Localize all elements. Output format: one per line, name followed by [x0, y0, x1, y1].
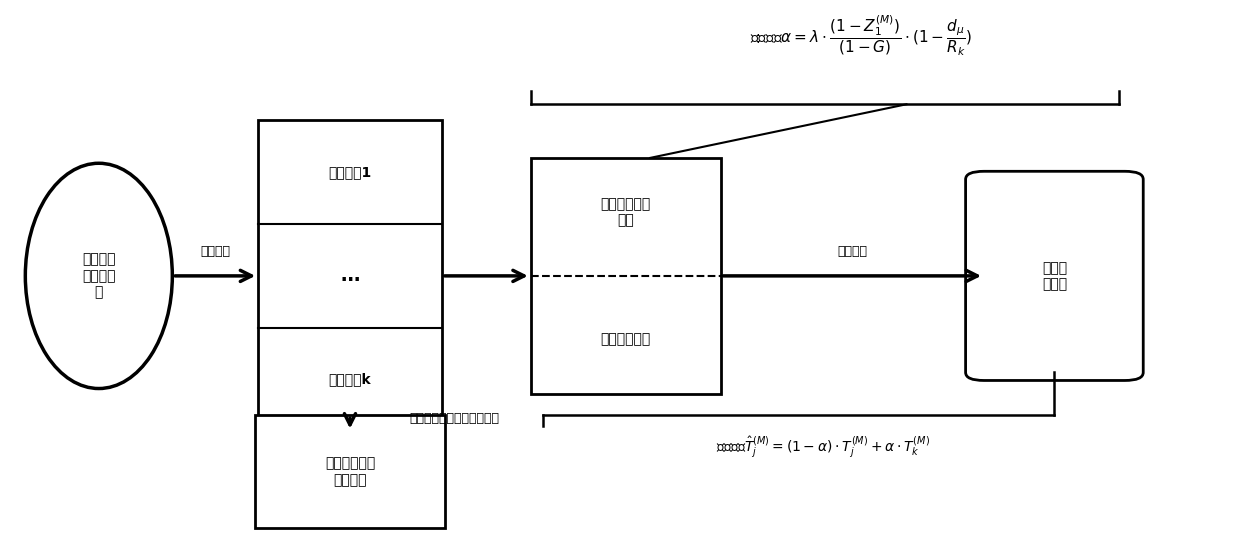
Bar	[530, 158, 721, 394]
Ellipse shape	[25, 163, 172, 388]
Text: 最终计
算结果: 最终计 算结果	[1042, 261, 1067, 291]
Text: 融合系数$\alpha=\lambda\cdot\dfrac{(1-Z_1^{(M)})}{(1-G)}\cdot(1-\dfrac{d_\mu}{R_k})$: 融合系数$\alpha=\lambda\cdot\dfrac{(1-Z_1^{(…	[751, 13, 973, 57]
Text: 最新轧件数据: 最新轧件数据	[601, 333, 650, 347]
Text: 与获取的典型工况进行匹配: 与获取的典型工况进行匹配	[409, 412, 499, 424]
Text: 数据融合: 数据融合	[838, 245, 867, 258]
Text: 获取的最新轧
件的数据: 获取的最新轧 件的数据	[325, 457, 375, 487]
FancyBboxPatch shape	[965, 171, 1144, 381]
Text: 生产过程
的历史数
据: 生产过程 的历史数 据	[82, 253, 115, 299]
Text: 聚类分析: 聚类分析	[201, 245, 230, 258]
Text: 最终温度$\hat{T}_j^{(M)}=(1-\alpha)\cdot T_j^{(M)}+\alpha\cdot T_k^{(M)}$: 最终温度$\hat{T}_j^{(M)}=(1-\alpha)\cdot T_j…	[716, 435, 930, 460]
Text: 最匹配的典型
工况: 最匹配的典型 工况	[601, 197, 650, 227]
Text: …: …	[341, 266, 359, 285]
Text: 典型工况k: 典型工况k	[328, 372, 372, 387]
Bar	[258, 120, 442, 431]
Text: 典型工况1: 典型工况1	[328, 165, 372, 179]
Bar	[255, 415, 445, 528]
